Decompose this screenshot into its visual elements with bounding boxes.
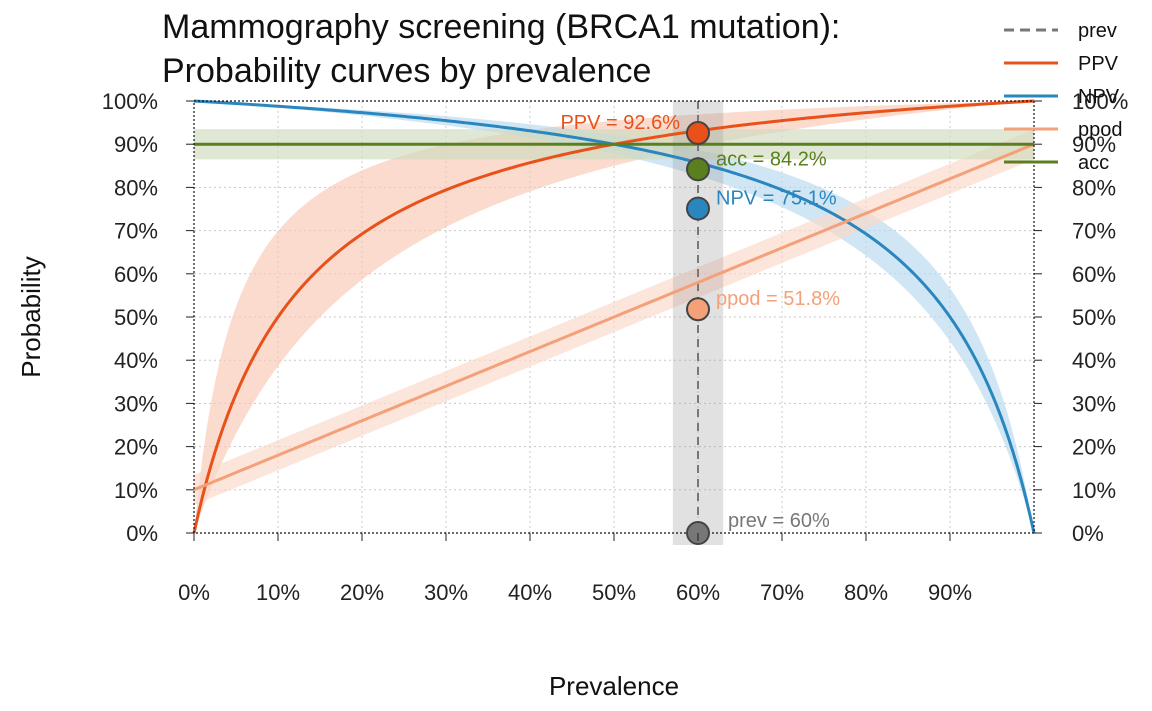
legend-label-acc: acc [1078,152,1109,174]
y-left-tick-label-4: 40% [114,348,158,373]
ppod-point [686,297,710,322]
legend-label-prev: prev [1078,20,1117,42]
y-right-tick-label-2: 20% [1072,435,1116,460]
y-left-tick-label-3: 30% [114,391,158,416]
y-axis-right-ticks: 0% 10% 20% 30% 40% 50% 60% 70% 80% 90% 100% [1034,89,1128,546]
chart-title-line-1: Mammography screening (BRCA1 mutation): [162,8,840,46]
y-right-tick-label-0: 0% [1072,521,1104,546]
x-axis-ticks: 0% 10% 20% 30% 40% 50% 60% 70% 80% 90% [178,533,972,605]
y-right-tick-label-3: 30% [1072,391,1116,416]
x-tick-label-3: 30% [424,580,468,605]
y-right-tick-label-10: 100% [1072,89,1128,114]
y-right-tick-label-9: 90% [1072,132,1116,157]
ppod-point-label: ppod = 51.8% [716,288,840,310]
y-left-tick-label-8: 80% [114,175,158,200]
legend-label-ppod: ppod [1078,119,1123,141]
x-tick-label-8: 80% [844,580,888,605]
series-lines [192,99,1036,534]
y-left-tick-label-0: 0% [126,521,158,546]
y-left-tick-label-7: 70% [114,219,158,244]
x-tick-label-6: 60% [676,580,720,605]
npv-point-label: NPV = 75.1% [716,188,837,210]
y-left-tick-label-6: 60% [114,262,158,287]
y-right-tick-label-7: 70% [1072,219,1116,244]
ppod-line [193,142,1035,492]
y-right-tick-label-5: 50% [1072,305,1116,330]
y-left-tick-label-2: 20% [114,435,158,460]
npv-point [686,196,710,221]
x-tick-label-2: 20% [340,580,384,605]
y-axis-left-ticks: 0% 10% 20% 30% 40% 50% 60% 70% 80% 90% 100% [102,89,194,546]
legend-label-NPV: NPV [1078,86,1120,108]
y-left-tick-label-9: 90% [114,132,158,157]
acc-point-label: acc = 84.2% [716,148,827,170]
chart-title-line-2: Probability curves by prevalence [162,52,651,90]
ppv-point-label: PPV = 92.6% [560,112,680,134]
x-tick-label-0: 0% [178,580,210,605]
legend: prev PPV NPV ppod acc [1004,20,1123,174]
x-tick-label-1: 10% [256,580,300,605]
y-left-tick-label-1: 10% [114,478,158,503]
x-tick-label-7: 70% [760,580,804,605]
y-left-tick-label-5: 50% [114,305,158,330]
x-tick-label-4: 40% [508,580,552,605]
x-tick-label-9: 90% [928,580,972,605]
legend-label-PPV: PPV [1078,53,1119,75]
y-right-tick-label-8: 80% [1072,175,1116,200]
y-left-tick-label-10: 100% [102,89,158,114]
y-right-tick-label-4: 40% [1072,348,1116,373]
x-axis-label: Prevalence [549,671,679,701]
prev-point-label: prev = 60% [728,510,830,532]
ppv-point [686,120,710,145]
acc-point [686,157,710,182]
y-right-tick-label-1: 10% [1072,478,1116,503]
highlight-points: PPV = 92.6% acc = 84.2% NPV = 75.1% ppod = … [560,112,840,545]
x-tick-label-5: 50% [592,580,636,605]
y-axis-label: Probability [16,256,46,377]
y-right-tick-label-6: 60% [1072,262,1116,287]
